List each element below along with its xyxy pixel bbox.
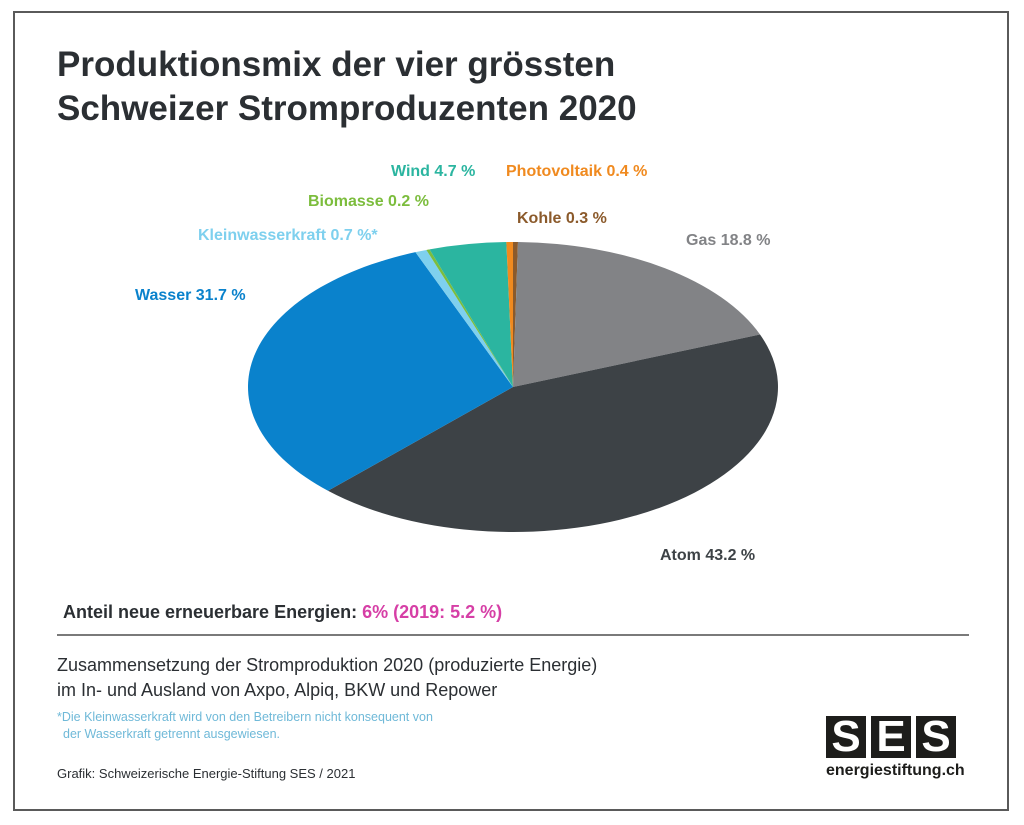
description-line1: Zusammensetzung der Stromproduktion 2020… [57, 655, 598, 675]
credit-text: Grafik: Schweizerische Energie-Stiftung … [57, 766, 356, 781]
pie-slice-wasser [248, 252, 513, 491]
chart-title-line1: Produktionsmix der vier grössten [57, 45, 616, 84]
description-line2: im In- und Ausland von Axpo, Alpiq, BKW … [57, 680, 498, 700]
renewables-share: Anteil neue erneuerbare Energien: 6% (20… [63, 602, 502, 623]
footnote-line1: *Die Kleinwasserkraft wird von den Betre… [57, 710, 433, 724]
logo-letter-s1: S [826, 715, 866, 759]
label-kohle: Kohle 0.3 % [517, 210, 607, 227]
pie-chart: Kohle 0.3 % Gas 18.8 % Atom 43.2 % Wasser 3… [135, 163, 778, 564]
separator-line [57, 634, 969, 636]
footnote-line2: der Wasserkraft getrennt ausgewiesen. [63, 727, 281, 741]
label-gas: Gas 18.8 % [686, 232, 771, 249]
logo-letter-e: E [871, 715, 911, 759]
pie-slice-biomasse [426, 249, 513, 387]
pie-slice-kohle [513, 242, 518, 387]
label-kleinwasserkraft: Kleinwasserkraft 0.7 %* [198, 227, 378, 244]
logo-letter-s2: S [916, 715, 956, 759]
pie-slice-atom [327, 334, 778, 532]
renewables-label: Anteil neue erneuerbare Energien: [63, 602, 358, 622]
pie-slice-kleinwasserkraft [415, 249, 513, 387]
pie-slice-gas [513, 242, 760, 387]
label-biomasse: Biomasse 0.2 % [308, 193, 429, 210]
label-wind: Wind 4.7 % [391, 163, 475, 180]
pie-slice-wind [429, 242, 513, 387]
pie-slice-photovoltaik [506, 242, 513, 387]
label-atom: Atom 43.2 % [660, 547, 755, 564]
label-wasser: Wasser 31.7 % [135, 287, 246, 304]
chart-frame [13, 11, 1009, 811]
logo-url: energiestiftung.ch [826, 762, 965, 779]
chart-title-line2: Schweizer Stromproduzenten 2020 [57, 89, 637, 128]
label-photovoltaik: Photovoltaik 0.4 % [506, 163, 647, 180]
renewables-value: 6% (2019: 5.2 %) [362, 602, 503, 622]
